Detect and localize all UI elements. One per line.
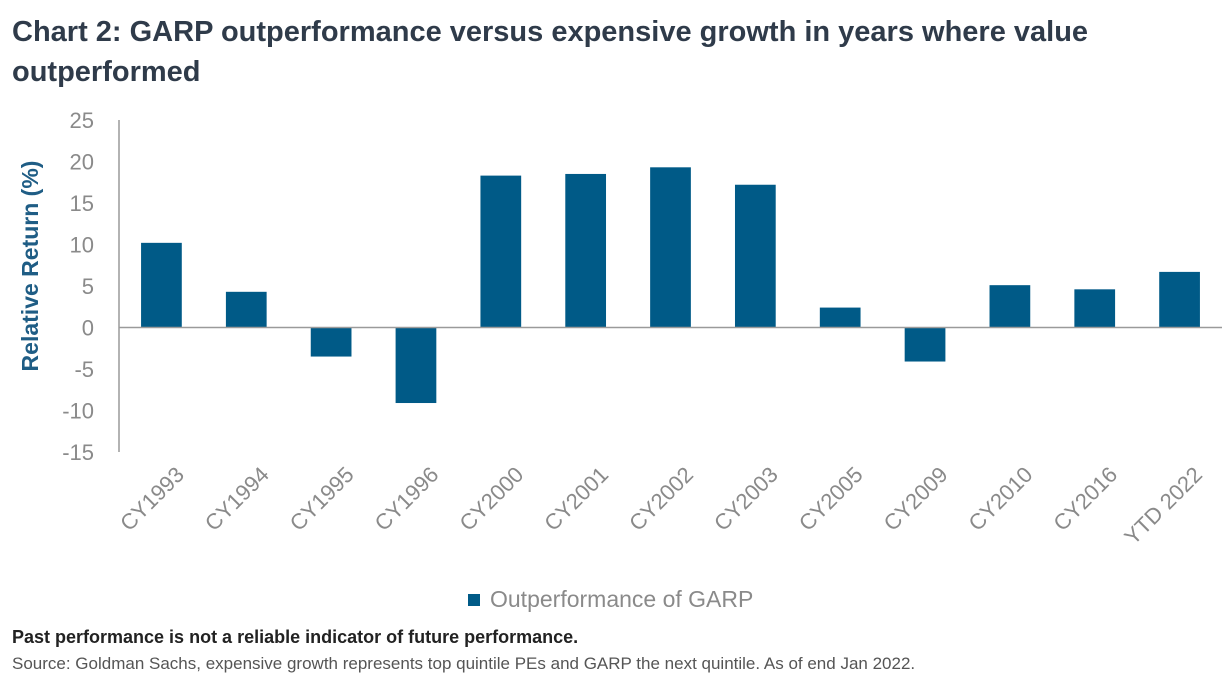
x-tick-label: CY2009 xyxy=(879,462,953,536)
x-tick-label: CY1995 xyxy=(285,462,359,536)
x-tick-label: CY1996 xyxy=(370,462,444,536)
x-tick-label: CY2002 xyxy=(624,462,698,536)
x-tick-label: CY1994 xyxy=(200,462,274,536)
y-tick-label: -5 xyxy=(74,357,94,382)
y-tick-label: -15 xyxy=(62,440,94,465)
bar-cy1996 xyxy=(395,327,437,404)
y-tick-label: 25 xyxy=(70,108,94,133)
x-tick-label: CY1993 xyxy=(115,462,189,536)
legend-swatch xyxy=(468,593,480,606)
x-tick-label: CY2000 xyxy=(454,462,528,536)
bar-cy2002 xyxy=(650,167,691,328)
bar-cy2009 xyxy=(904,327,946,362)
bar-cy2000 xyxy=(480,175,522,328)
chart-title: Chart 2: GARP outperformance versus expe… xyxy=(12,16,1089,88)
y-tick-label: 0 xyxy=(82,316,94,341)
source-note: Source: Goldman Sachs, expensive growth … xyxy=(12,654,916,673)
bar-cy1993 xyxy=(141,242,182,328)
bar-cy2001 xyxy=(565,173,607,328)
legend-label: Outperformance of GARP xyxy=(490,586,754,612)
y-tick-label: 15 xyxy=(70,191,94,216)
bar-cy2003 xyxy=(734,184,776,328)
bar-cy2010 xyxy=(989,285,1031,328)
x-tick-label: CY2010 xyxy=(964,462,1038,536)
y-tick-label: 20 xyxy=(70,150,94,175)
y-tick-label: 10 xyxy=(70,233,94,258)
x-tick-label: CY2005 xyxy=(794,462,868,536)
x-tick-label: YTD 2022 xyxy=(1119,462,1207,550)
x-tick-label: CY2016 xyxy=(1048,462,1122,536)
legend: Outperformance of GARP xyxy=(468,586,753,613)
bar-cy1994 xyxy=(225,291,267,328)
x-tick-label: CY2001 xyxy=(539,462,613,536)
bar-ytd-2022 xyxy=(1159,271,1200,328)
y-axis-title: Relative Return (%) xyxy=(17,161,43,372)
x-tick-label: CY2003 xyxy=(709,462,783,536)
y-tick-label: -10 xyxy=(62,399,94,424)
bar-cy2005 xyxy=(819,307,861,328)
bar-cy2016 xyxy=(1074,289,1116,328)
bar-cy1995 xyxy=(310,327,352,357)
footnote: Past performance is not a reliable indic… xyxy=(12,627,579,647)
y-tick-label: 5 xyxy=(82,274,94,299)
